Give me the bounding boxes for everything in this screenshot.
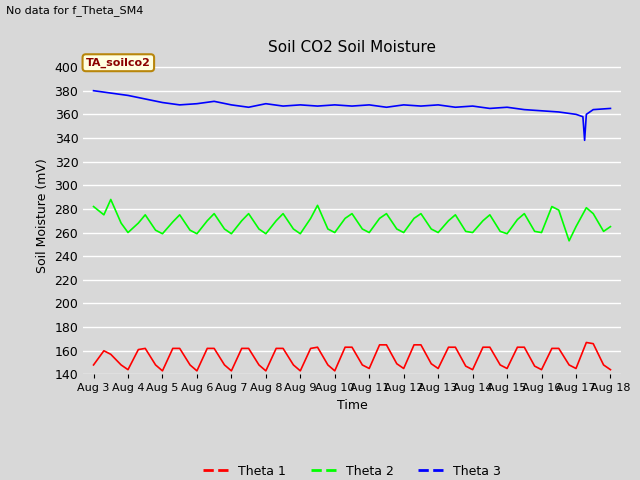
X-axis label: Time: Time — [337, 399, 367, 412]
Text: TA_soilco2: TA_soilco2 — [86, 58, 151, 68]
Legend: Theta 1, Theta 2, Theta 3: Theta 1, Theta 2, Theta 3 — [198, 460, 506, 480]
Y-axis label: Soil Moisture (mV): Soil Moisture (mV) — [36, 158, 49, 274]
Title: Soil CO2 Soil Moisture: Soil CO2 Soil Moisture — [268, 40, 436, 55]
Text: No data for f_Theta_SM4: No data for f_Theta_SM4 — [6, 5, 144, 16]
